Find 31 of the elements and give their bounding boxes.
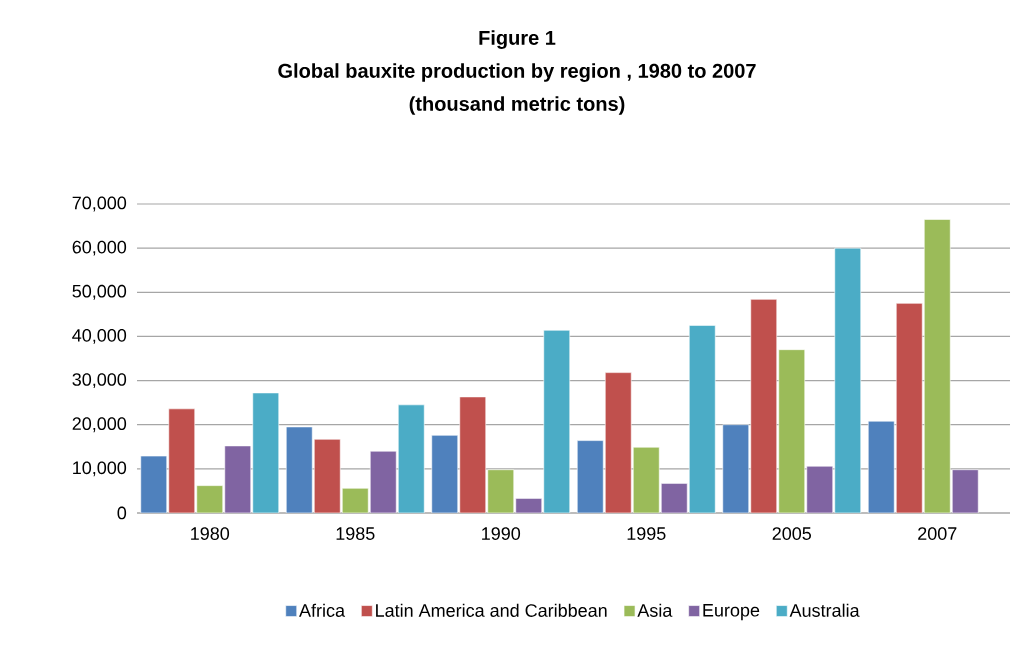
bar [688, 325, 716, 513]
bar [834, 247, 862, 513]
x-tick-label: 1995 [627, 527, 666, 540]
y-tick-label: 10,000 [73, 461, 127, 477]
bar [397, 404, 425, 513]
y-tick-label: 40,000 [72, 328, 127, 344]
bar [722, 424, 750, 513]
y-tick-label: 50,000 [72, 284, 127, 300]
x-tick-label: 1980 [191, 527, 230, 540]
y-tick-label: 20,000 [72, 417, 127, 433]
bar [576, 440, 604, 513]
y-tick-label: 60,000 [72, 240, 127, 256]
legend-label: Australia [789, 603, 860, 617]
bar [431, 435, 459, 513]
x-tick-label: 1990 [482, 527, 521, 540]
y-tick-label: 70,000 [72, 196, 127, 212]
bar [140, 455, 168, 513]
legend-label: Latin America and Caribbean [376, 603, 607, 617]
chart-title: Figure 1 Global bauxite production by region , 1980 to 2007 (thousand metric tons) [278, 30, 756, 115]
y-tick-label: 30,000 [72, 373, 127, 388]
legend-label: Europe [703, 604, 760, 621]
bar [252, 392, 280, 513]
x-tick-label: 2007 [918, 527, 957, 540]
x-tick-label: 1985 [336, 527, 375, 540]
legend-label: Africa [299, 603, 346, 617]
bar [543, 329, 571, 513]
legend-label: Asia [637, 603, 673, 617]
bar [867, 420, 895, 513]
y-tick-label: 0 [117, 506, 127, 520]
bar [285, 426, 313, 513]
x-tick-label: 2005 [772, 527, 812, 540]
